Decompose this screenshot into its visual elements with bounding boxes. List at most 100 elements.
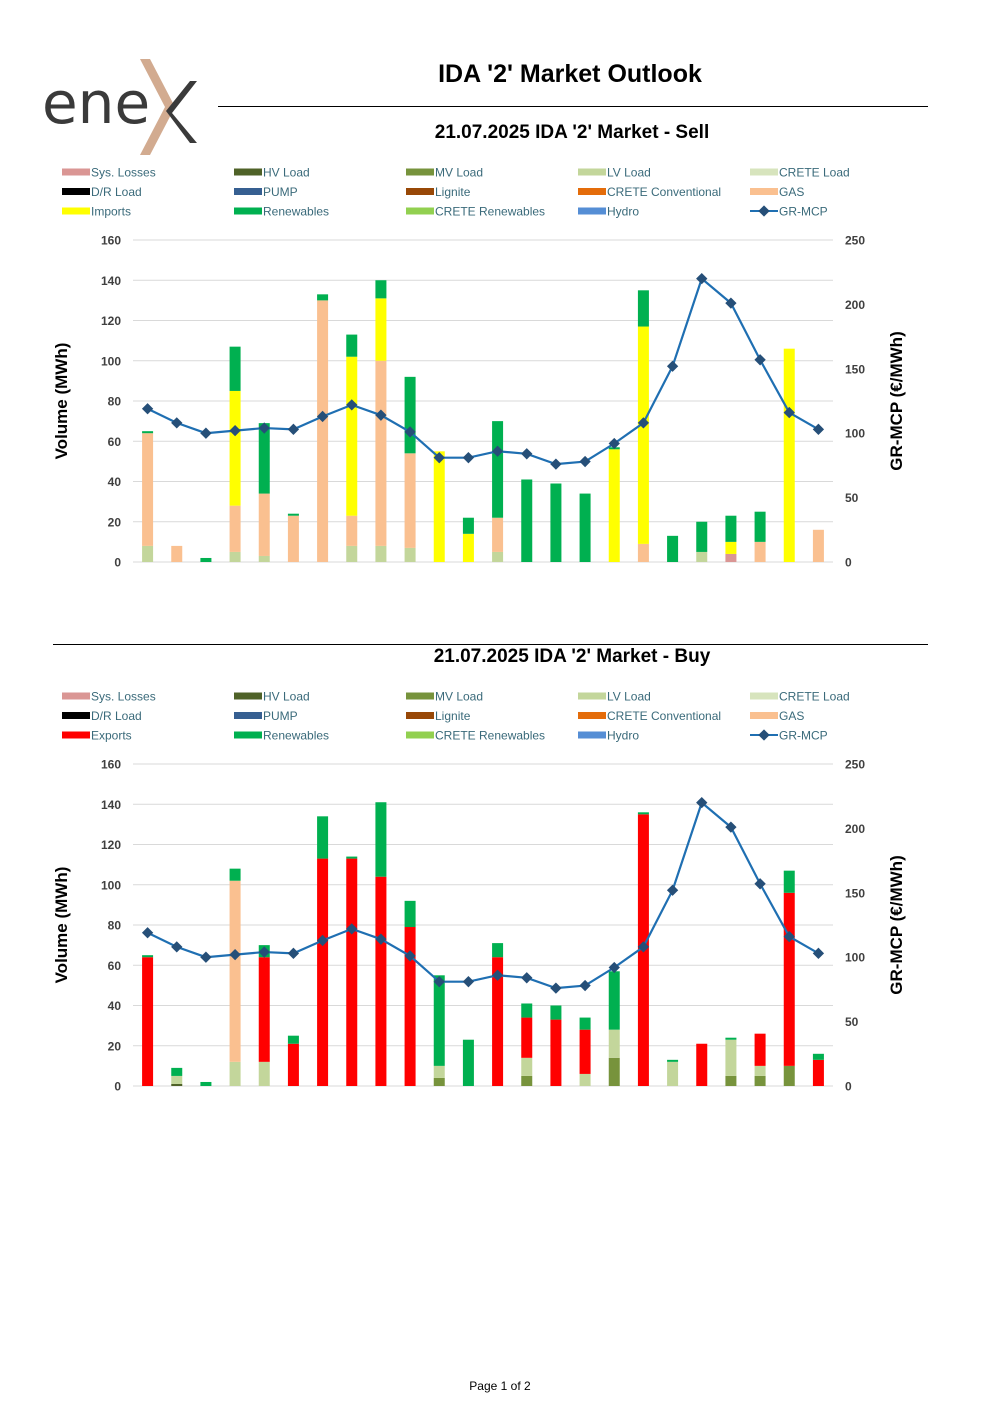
bar-segment-renewables	[492, 943, 504, 958]
legend-swatch	[62, 712, 90, 719]
gr-mcp-line	[147, 800, 819, 990]
bar-segment-renewables	[229, 346, 241, 391]
legend-swatch	[578, 731, 606, 739]
legend-swatch	[234, 168, 262, 176]
bar-segment-gas	[287, 515, 299, 562]
gr-mcp-point	[521, 972, 533, 984]
bar-segment-mv-load	[783, 1065, 795, 1086]
bar-segment-gas	[229, 880, 241, 1062]
legend-swatch-marker	[758, 729, 770, 741]
gr-mcp-point	[637, 941, 650, 953]
bar-segment-lv-load	[608, 1029, 620, 1058]
gr-mcp-line	[147, 276, 819, 466]
legend-swatch	[750, 168, 778, 176]
gr-mcp-point	[141, 927, 154, 939]
chart-title: 21.07.2025 IDA '2' Market - Sell	[435, 122, 709, 143]
legend-swatch-marker	[758, 205, 770, 217]
bar-segment-renewables	[462, 1039, 474, 1086]
gr-mcp-point	[375, 933, 387, 945]
gr-mcp-point	[521, 448, 533, 460]
bar-segment-renewables	[375, 280, 387, 299]
legend-label: Lignite	[435, 709, 471, 723]
y2-tick-label: 200	[845, 822, 865, 836]
legend-label: GAS	[779, 185, 804, 199]
gr-mcp-point	[258, 946, 270, 958]
bar-segment-sys-losses	[725, 553, 737, 562]
y2-tick-label: 150	[845, 362, 865, 376]
legend-label: Exports	[91, 729, 132, 743]
gr-mcp-point	[229, 424, 241, 437]
gr-mcp-point	[550, 982, 562, 994]
logo-x-mark-right	[166, 81, 197, 143]
bar-segment-imports	[725, 541, 737, 554]
bar-segment-renewables	[346, 856, 358, 859]
legend-label: LV Load	[607, 690, 651, 704]
gr-mcp-point	[783, 406, 795, 419]
bar-segment-renewables	[287, 513, 299, 516]
bar-segment-renewables	[812, 1053, 824, 1060]
bar-segment-gas	[375, 360, 387, 546]
bar-segment-gas	[404, 453, 416, 548]
y-tick-label: 60	[108, 435, 122, 449]
legend-label: HV Load	[263, 166, 310, 180]
legend-swatch	[406, 692, 434, 700]
legend-label: PUMP	[263, 709, 298, 723]
bar-segment-renewables	[550, 1005, 562, 1020]
legend-label: Sys. Losses	[91, 690, 156, 704]
y2-axis-label: GR-MCP (€/MWh)	[887, 331, 906, 470]
y-tick-label: 80	[108, 395, 122, 409]
bar-segment-gas	[171, 545, 183, 562]
bar-segment-imports	[783, 348, 795, 562]
legend-label: CRETE Conventional	[607, 709, 721, 723]
bar-segment-lv-load	[229, 551, 241, 562]
bar-segment-lv-load	[492, 551, 504, 562]
gr-mcp-point	[200, 951, 212, 963]
legend-swatch	[234, 207, 262, 215]
bar-segment-lv-load	[346, 545, 358, 562]
legend-label: GAS	[779, 709, 804, 723]
bar-segment-exports	[287, 1043, 299, 1086]
gr-mcp-point	[696, 272, 708, 285]
title-divider	[218, 106, 928, 107]
bar-segment-lv-load	[433, 1065, 445, 1078]
gr-mcp-point	[200, 427, 212, 439]
bar-segment-renewables	[433, 975, 445, 1066]
legend-swatch	[62, 207, 90, 215]
gr-mcp-point	[491, 969, 504, 981]
legend-swatch	[406, 712, 434, 719]
gr-mcp-point	[404, 426, 416, 438]
gr-mcp-point	[754, 878, 766, 890]
bar-segment-renewables	[404, 900, 416, 928]
bar-segment-gas	[637, 543, 649, 562]
legend-label: LV Load	[607, 166, 651, 180]
bar-segment-exports	[317, 858, 329, 1086]
legend-swatch	[406, 188, 434, 195]
bar-segment-renewables	[550, 483, 562, 562]
bar-segment-renewables	[142, 955, 154, 958]
y-tick-label: 100	[101, 878, 121, 892]
bar-segment-lv-load	[696, 551, 708, 562]
y-tick-label: 160	[101, 758, 121, 772]
bar-segment-gas	[346, 515, 358, 546]
bar-segment-lv-load	[404, 547, 416, 562]
bar-segment-renewables	[667, 535, 679, 562]
legend-label: GR-MCP	[779, 205, 828, 219]
gr-mcp-point	[579, 979, 591, 992]
y-tick-label: 120	[101, 838, 121, 852]
bar-segment-renewables	[200, 1081, 212, 1086]
gr-mcp-point	[346, 923, 358, 935]
y-tick-label: 20	[108, 515, 122, 529]
bar-segment-renewables	[725, 515, 737, 542]
gr-mcp-point	[404, 950, 416, 962]
y2-tick-label: 50	[845, 491, 859, 505]
y-tick-label: 0	[114, 1080, 121, 1094]
y-tick-label: 80	[108, 919, 122, 933]
sell-chart: 21.07.2025 IDA '2' Market - Sell Sys. Los…	[52, 122, 906, 570]
y2-tick-label: 100	[845, 427, 865, 441]
gr-mcp-point	[725, 297, 737, 309]
gr-mcp-point	[608, 961, 620, 974]
bar-segment-renewables	[346, 334, 358, 357]
bar-segment-gas	[317, 300, 329, 562]
legend-swatch	[234, 731, 262, 739]
gr-mcp-point	[491, 445, 504, 457]
